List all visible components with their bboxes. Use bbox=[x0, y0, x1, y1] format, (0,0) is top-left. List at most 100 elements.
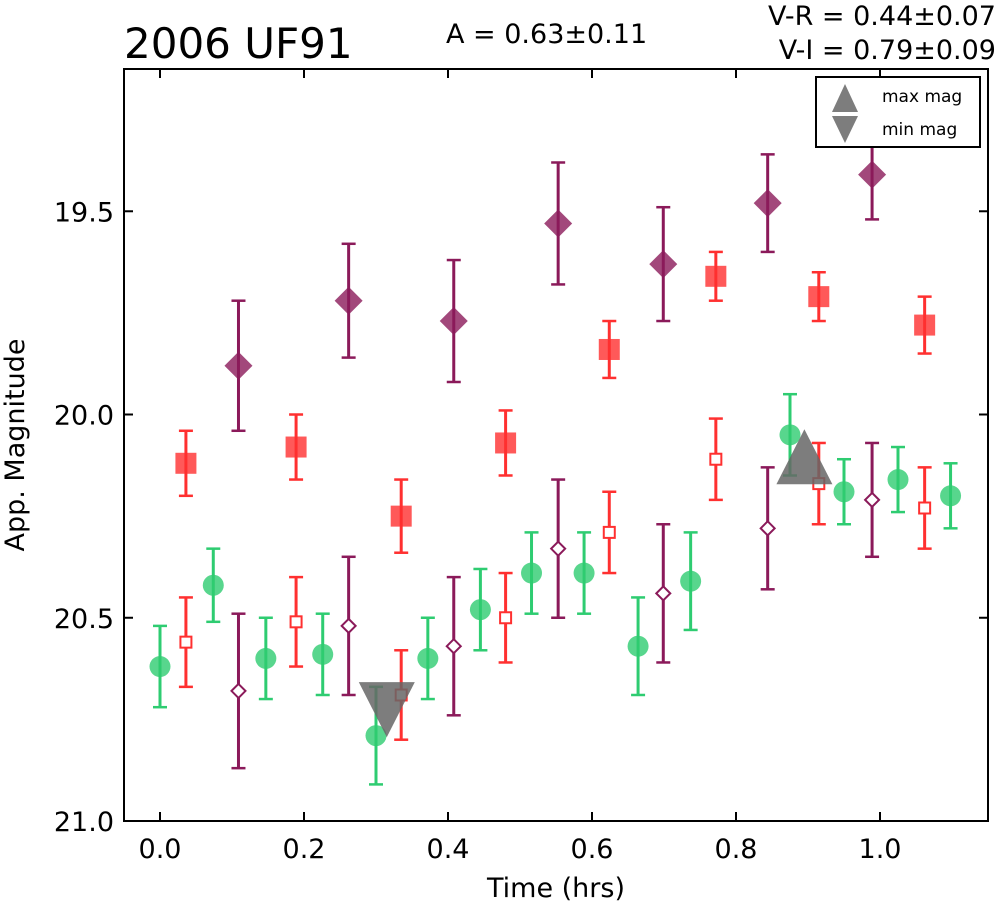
circle-marker bbox=[202, 574, 224, 596]
data-point bbox=[178, 596, 193, 689]
diamond-marker bbox=[649, 250, 678, 279]
data-point bbox=[334, 242, 363, 359]
legend-min-mag-marker bbox=[832, 116, 858, 143]
legend-min-mag-label: min mag bbox=[882, 120, 957, 140]
legend-max-mag-marker bbox=[832, 84, 858, 112]
square-marker bbox=[179, 635, 193, 649]
data-point bbox=[544, 161, 573, 286]
x-tick-label: 1.0 bbox=[859, 834, 902, 865]
diamond-marker bbox=[654, 584, 672, 602]
plot-frame bbox=[123, 68, 989, 822]
diamond-marker bbox=[858, 160, 887, 189]
x-tick-label: 0.4 bbox=[427, 834, 470, 865]
circle-marker bbox=[149, 656, 171, 678]
diamond-marker bbox=[224, 351, 253, 380]
x-tick-label: 0.0 bbox=[139, 834, 182, 865]
data-point bbox=[289, 575, 304, 668]
diamond-marker bbox=[753, 189, 782, 218]
diamond-marker bbox=[863, 491, 881, 509]
amplitude-annotation: A = 0.63±0.11 bbox=[446, 19, 647, 50]
data-point bbox=[887, 445, 909, 514]
data-point bbox=[598, 319, 620, 380]
square-marker bbox=[808, 286, 830, 308]
diamond-marker bbox=[439, 307, 468, 336]
data-point bbox=[914, 295, 936, 355]
data-point bbox=[202, 547, 224, 624]
circle-marker bbox=[417, 647, 439, 669]
square-marker bbox=[289, 615, 303, 629]
diamond-marker bbox=[445, 637, 463, 655]
square-marker bbox=[495, 432, 517, 454]
circle-marker bbox=[255, 647, 277, 669]
legend: max mag min mag bbox=[815, 76, 981, 148]
square-marker bbox=[598, 338, 620, 360]
data-point bbox=[521, 531, 543, 615]
circle-marker bbox=[940, 485, 962, 507]
circle-marker bbox=[887, 469, 909, 491]
data-point bbox=[680, 531, 702, 632]
v-r-annotation: V-R = 0.44±0.07 bbox=[768, 1, 996, 32]
data-point bbox=[759, 466, 777, 591]
x-tick-label: 0.2 bbox=[283, 834, 326, 865]
data-point bbox=[285, 413, 307, 481]
square-marker bbox=[499, 611, 513, 625]
square-marker bbox=[285, 436, 307, 458]
circle-marker bbox=[521, 562, 543, 584]
x-axis-label: Time (hrs) bbox=[486, 873, 625, 904]
data-point bbox=[863, 441, 881, 559]
diamond-marker bbox=[230, 682, 247, 700]
diamond-marker bbox=[759, 519, 777, 537]
data-point bbox=[602, 490, 617, 575]
data-point bbox=[573, 531, 595, 615]
x-tick-label: 0.6 bbox=[571, 834, 614, 865]
data-point bbox=[833, 457, 855, 526]
diamond-marker bbox=[544, 209, 573, 238]
data-point bbox=[708, 417, 723, 502]
axis-ticks: 0.0 0.2 0.4 0.6 0.8 1.0 19.5 20.0 20.5 21.0 bbox=[54, 69, 988, 865]
data-point bbox=[224, 299, 253, 433]
data-point bbox=[649, 205, 678, 323]
square-marker bbox=[709, 452, 723, 466]
data-point bbox=[469, 567, 491, 652]
circle-marker bbox=[469, 599, 491, 621]
y-tick-label: 21.0 bbox=[54, 807, 114, 838]
data-point bbox=[390, 478, 412, 554]
y-tick-label: 19.5 bbox=[54, 197, 114, 228]
square-marker bbox=[914, 314, 936, 336]
data-point bbox=[255, 616, 277, 701]
circle-marker bbox=[833, 481, 855, 503]
circle-marker bbox=[627, 635, 649, 657]
data-point bbox=[417, 616, 439, 701]
data-layer bbox=[149, 128, 962, 786]
diamond-marker bbox=[549, 540, 567, 558]
extrema-layer bbox=[358, 429, 833, 738]
max-mag-marker bbox=[776, 429, 833, 485]
data-point bbox=[149, 624, 171, 709]
y-tick-label: 20.5 bbox=[54, 604, 114, 635]
diamond-marker bbox=[340, 617, 358, 635]
diamond-marker bbox=[334, 286, 363, 315]
square-marker bbox=[918, 501, 932, 515]
circle-marker bbox=[779, 424, 801, 446]
circle-marker bbox=[365, 725, 387, 747]
square-marker bbox=[705, 265, 727, 287]
chart-title: 2006 UF91 bbox=[124, 19, 353, 68]
square-marker bbox=[602, 525, 616, 539]
min-mag-marker bbox=[358, 682, 415, 738]
data-point bbox=[627, 596, 649, 697]
data-point bbox=[753, 153, 782, 254]
circle-marker bbox=[573, 562, 595, 584]
x-tick-label: 0.8 bbox=[715, 834, 758, 865]
data-point bbox=[498, 571, 513, 664]
circle-marker bbox=[680, 570, 702, 592]
data-point bbox=[230, 612, 247, 770]
data-point bbox=[549, 478, 567, 620]
y-axis-label: App. Magnitude bbox=[0, 339, 31, 552]
data-point bbox=[654, 523, 672, 664]
data-point bbox=[312, 612, 334, 697]
data-point bbox=[445, 575, 463, 717]
circle-marker bbox=[312, 643, 334, 665]
square-marker bbox=[390, 505, 412, 527]
legend-max-mag-label: max mag bbox=[882, 87, 962, 107]
